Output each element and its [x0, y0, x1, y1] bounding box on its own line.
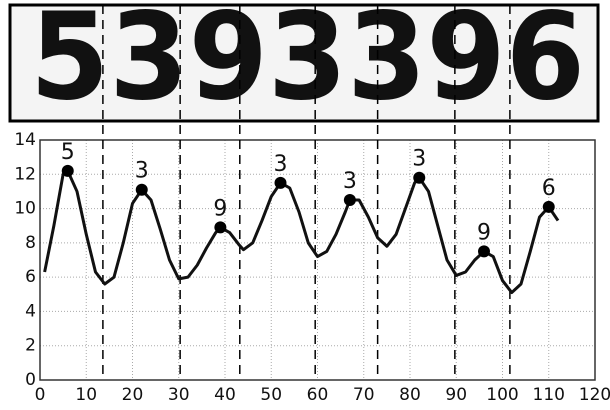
peak-label: 3: [412, 147, 426, 172]
x-tick-label: 50: [260, 385, 282, 405]
x-tick-label: 110: [533, 385, 565, 405]
y-tick-label: 2: [25, 336, 36, 356]
y-tick-label: 14: [14, 130, 36, 150]
peak-label: 3: [343, 169, 357, 194]
y-tick-label: 10: [14, 199, 36, 219]
peak-marker: [136, 184, 148, 196]
peak-marker: [543, 201, 555, 213]
x-tick-label: 60: [307, 385, 329, 405]
peak-label: 3: [135, 159, 149, 184]
peak-label: 9: [213, 196, 227, 221]
peak-label: 9: [477, 220, 491, 245]
peak-label: 3: [274, 152, 288, 177]
x-tick-label: 10: [75, 385, 97, 405]
x-tick-label: 30: [168, 385, 190, 405]
peak-label: 5: [61, 140, 75, 165]
x-tick-label: 80: [399, 385, 421, 405]
x-tick-label: 0: [35, 385, 46, 405]
x-tick-label: 20: [122, 385, 144, 405]
peak-marker: [413, 172, 425, 184]
peak-marker: [344, 194, 356, 206]
peak-marker: [62, 165, 74, 177]
peak-marker: [214, 221, 226, 233]
x-tick-label: 90: [445, 385, 467, 405]
y-tick-label: 8: [25, 233, 36, 253]
x-tick-label: 100: [486, 385, 518, 405]
figure: 5393396 02468101214010203040506070809010…: [0, 0, 610, 406]
peak-marker: [275, 177, 287, 189]
x-tick-label: 40: [214, 385, 236, 405]
peak-label: 6: [542, 176, 556, 201]
image-digits: 5393396: [30, 0, 585, 128]
x-tick-label: 120: [579, 385, 610, 405]
x-tick-label: 70: [353, 385, 375, 405]
peak-marker: [478, 245, 490, 257]
y-tick-label: 4: [25, 301, 36, 321]
y-tick-label: 12: [14, 164, 36, 184]
y-tick-label: 6: [25, 267, 36, 287]
